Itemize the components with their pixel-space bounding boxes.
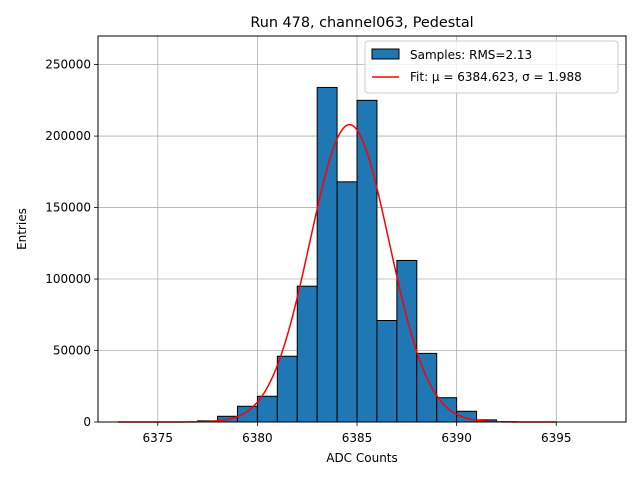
y-tick-label: 150000: [45, 201, 91, 215]
x-axis-label: ADC Counts: [326, 451, 398, 465]
chart-title: Run 478, channel063, Pedestal: [250, 15, 473, 31]
histogram-bar: [257, 396, 277, 422]
histogram-bar: [237, 406, 257, 422]
x-tick-label: 6395: [541, 431, 572, 445]
histogram-bar: [277, 356, 297, 422]
x-tick-label: 6385: [342, 431, 373, 445]
legend: Samples: RMS=2.13 Fit: μ = 6384.623, σ =…: [365, 41, 618, 93]
legend-label-fit: Fit: μ = 6384.623, σ = 1.988: [410, 70, 582, 84]
x-tick-label: 6380: [242, 431, 273, 445]
histogram-bar: [437, 398, 457, 422]
y-tick-label: 200000: [45, 129, 91, 143]
histogram-bar: [357, 100, 377, 422]
y-tick-label: 100000: [45, 272, 91, 286]
x-tick-label: 6390: [441, 431, 472, 445]
legend-label-samples: Samples: RMS=2.13: [410, 48, 532, 62]
histogram-bar: [317, 87, 337, 422]
histogram-bar: [417, 353, 437, 422]
y-tick-label: 50000: [53, 344, 91, 358]
histogram-bar: [377, 320, 397, 422]
y-axis-label: Entries: [15, 208, 29, 250]
histogram-bar: [337, 182, 357, 422]
x-tick-label: 6375: [143, 431, 174, 445]
y-tick-label: 250000: [45, 58, 91, 72]
legend-swatch-samples: [372, 49, 399, 59]
y-tick-label: 0: [83, 415, 91, 429]
histogram-bar: [297, 286, 317, 422]
